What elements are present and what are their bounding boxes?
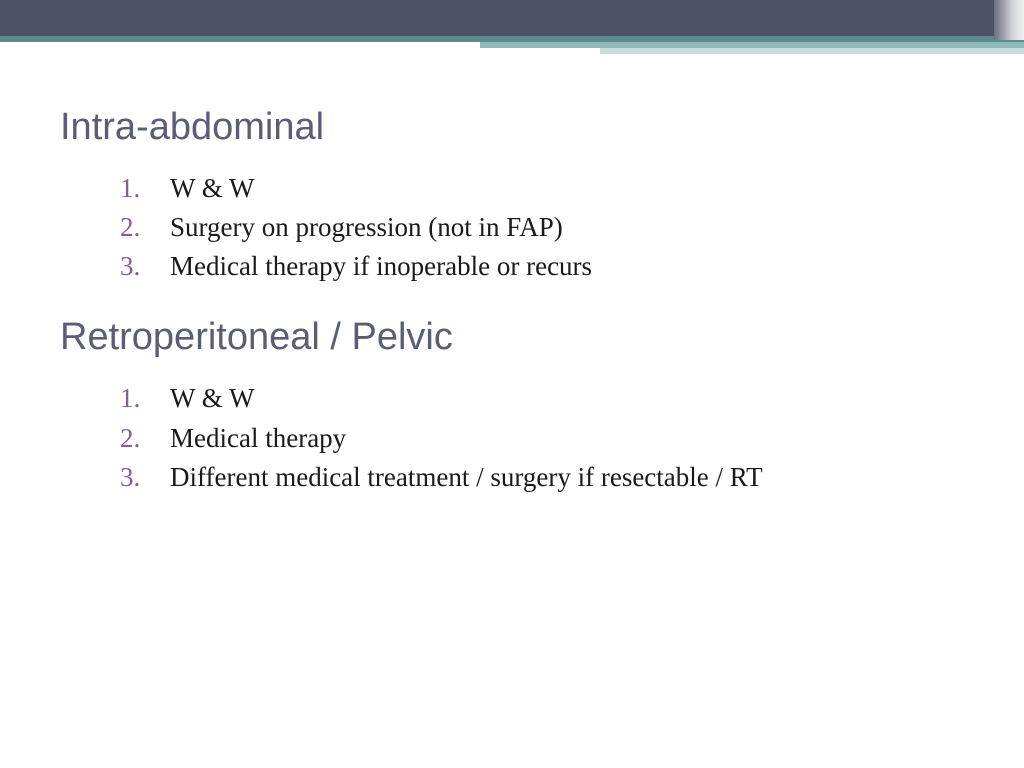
list-item: Different medical treatment / surgery if… [120, 458, 964, 497]
list-1: W & W Surgery on progression (not in FAP… [120, 169, 964, 286]
list-item: Surgery on progression (not in FAP) [120, 208, 964, 247]
list-item: W & W [120, 379, 964, 418]
slide-content: Intra-abdominal W & W Surgery on progres… [0, 36, 1024, 497]
accent-bar-3 [600, 48, 1024, 54]
list-item: Medical therapy if inoperable or recurs [120, 247, 964, 286]
section-heading-2: Retroperitoneal / Pelvic [60, 316, 964, 359]
list-item: W & W [120, 169, 964, 208]
edge-decoration [994, 0, 1024, 40]
section-heading-1: Intra-abdominal [60, 106, 964, 149]
list-item: Medical therapy [120, 419, 964, 458]
top-banner [0, 0, 1024, 36]
list-2: W & W Medical therapy Different medical … [120, 379, 964, 496]
